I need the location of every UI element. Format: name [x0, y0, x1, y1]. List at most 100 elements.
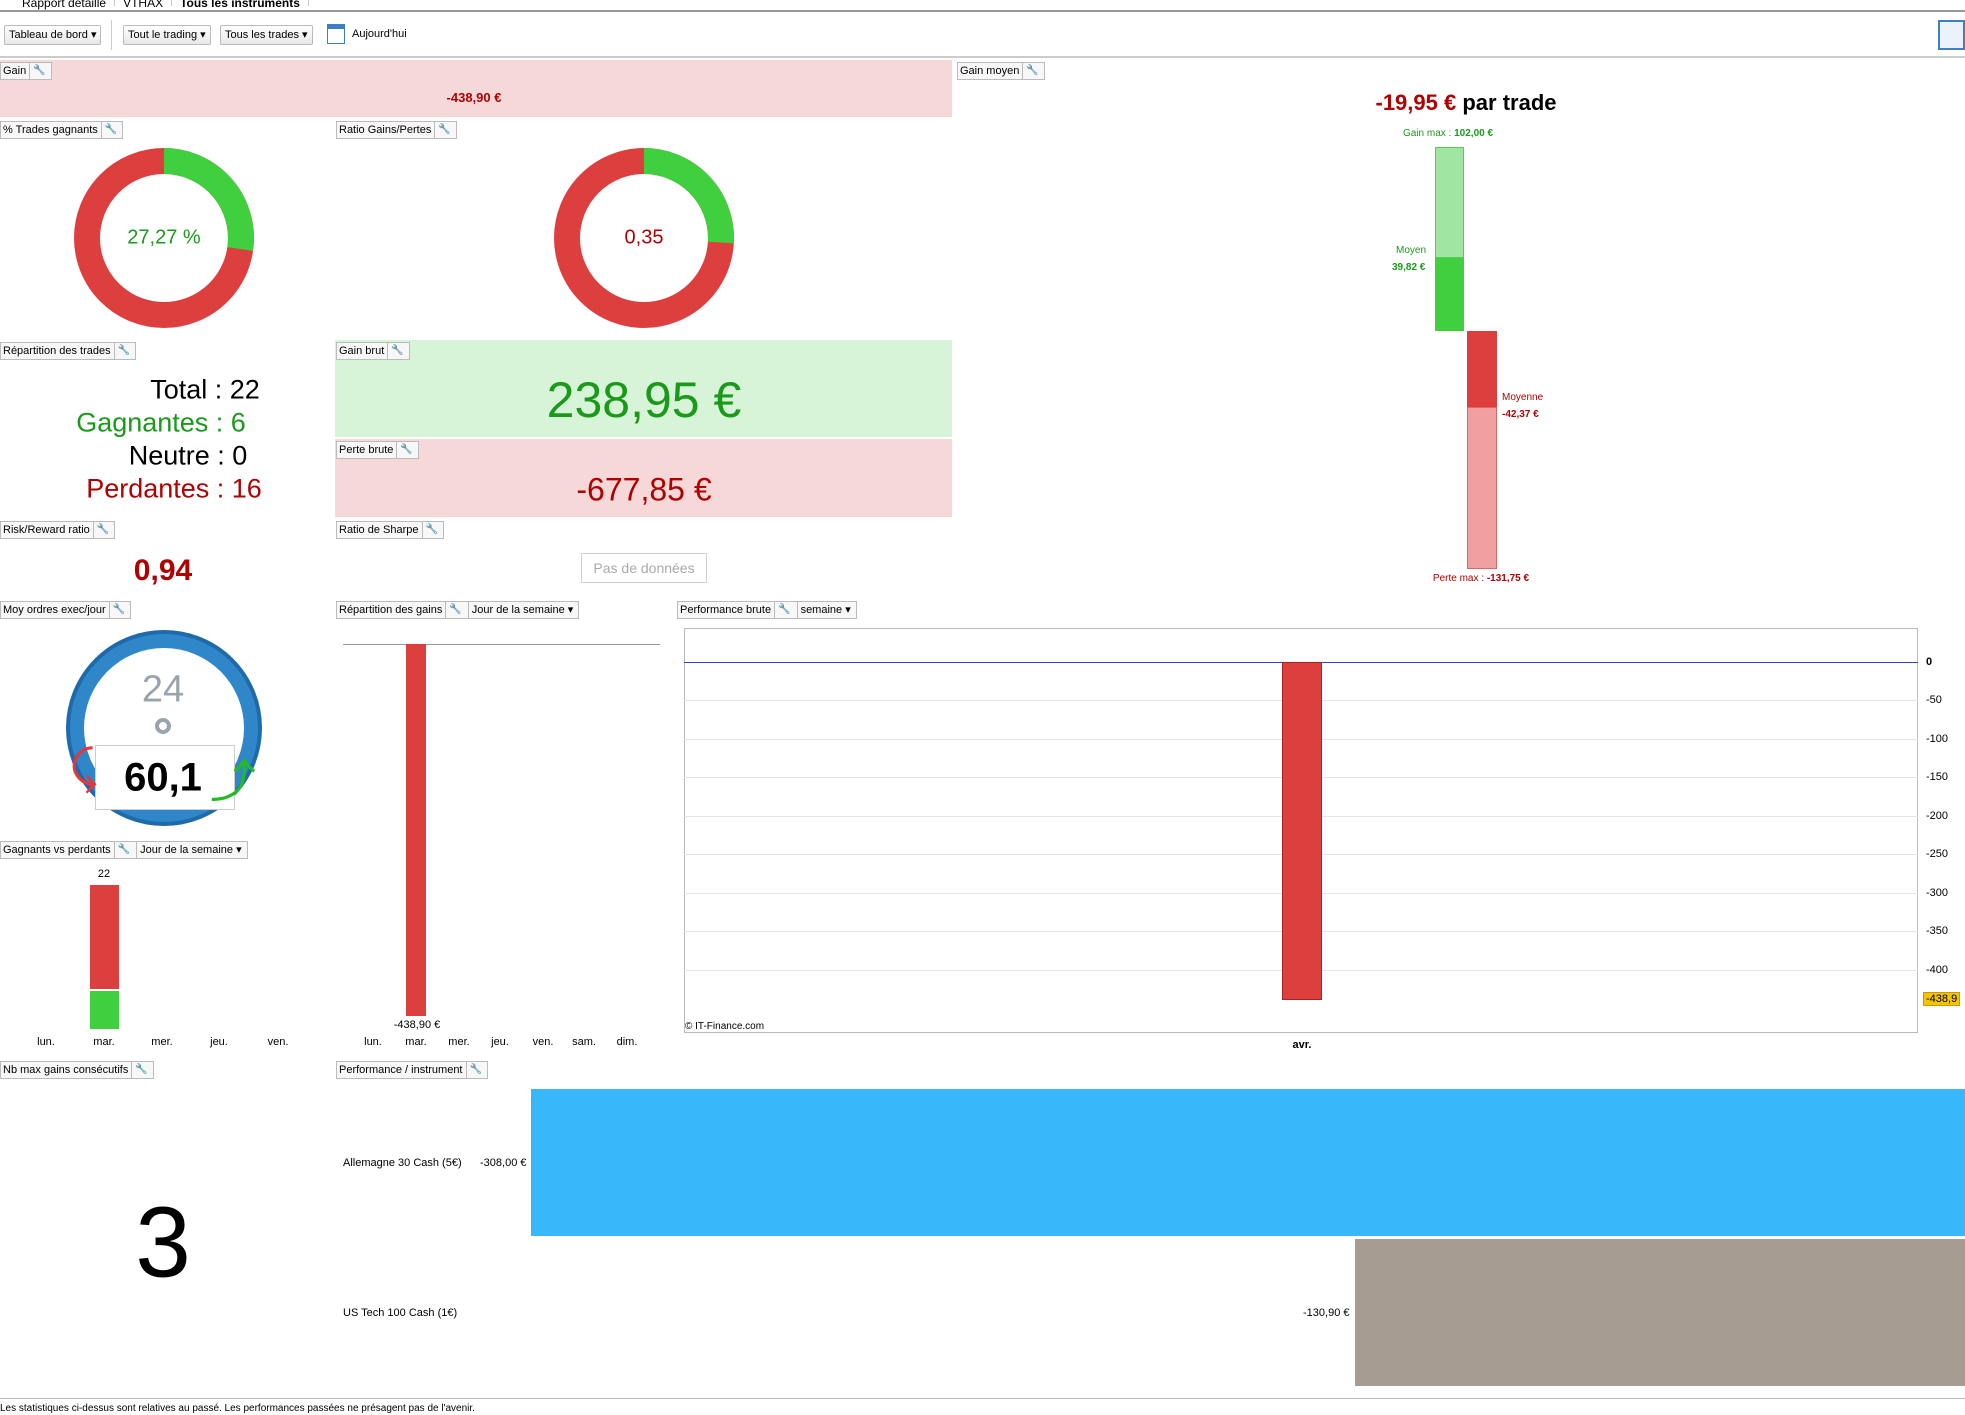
wrench-icon[interactable]: 🔧	[465, 1062, 485, 1078]
gain-value: -438,90 €	[446, 90, 502, 105]
day-label: jeu.	[210, 1036, 228, 1048]
moyenne-value: -42,37 €	[1502, 409, 1539, 420]
period-dropdown[interactable]: Jour de la semaine	[136, 842, 245, 858]
risk-reward-label[interactable]: Risk/Reward ratio 🔧	[0, 521, 116, 539]
moy-ordres-label[interactable]: Moy ordres exec/jour 🔧	[0, 601, 132, 619]
wrench-icon[interactable]: 🔧	[1022, 63, 1041, 79]
gauge-center	[155, 718, 171, 734]
nb-max-label[interactable]: Nb max gains consécutifs 🔧	[0, 1061, 154, 1079]
day-label: lun.	[37, 1036, 55, 1048]
perte-brute-label[interactable]: Perte brute 🔧	[336, 441, 419, 459]
ratio-gp-donut	[554, 148, 734, 328]
day-label: jeu.	[491, 1036, 509, 1048]
bar-winners	[90, 991, 119, 1029]
donut-win	[74, 148, 254, 328]
wrench-icon[interactable]: 🔧	[113, 343, 133, 359]
tab-instruments[interactable]: Tous les instruments	[172, 0, 309, 9]
day-label: mer.	[151, 1036, 173, 1048]
perte-brute-panel	[335, 439, 952, 517]
trades-gagnants-value: 27,27 %	[127, 226, 201, 249]
moyen-value: 39,82 €	[1392, 262, 1426, 273]
instrument-value: -130,90 €	[1303, 1307, 1350, 1319]
y-tick: -300	[1926, 886, 1949, 899]
instrument-bar	[531, 1089, 1965, 1236]
sharpe-label[interactable]: Ratio de Sharpe 🔧	[336, 521, 444, 539]
wrench-icon[interactable]: 🔧	[108, 602, 128, 618]
down-arrow-icon: ⤹	[70, 741, 98, 793]
calendar-icon[interactable]	[327, 24, 345, 44]
gain-brut-label[interactable]: Gain brut 🔧	[336, 342, 410, 360]
y-tick: -50	[1926, 694, 1942, 707]
period-dropdown[interactable]: semaine	[796, 602, 854, 618]
wrench-icon[interactable]: 🔧	[434, 122, 453, 138]
wrench-icon[interactable]: 🔧	[92, 522, 112, 538]
gain-max-label: Gain max : 102,00 €	[1402, 128, 1494, 139]
wrench-icon[interactable]: 🔧	[131, 1062, 150, 1078]
gain-label[interactable]: Gain 🔧	[0, 62, 52, 80]
dashboard-settings-icon[interactable]	[1938, 20, 1965, 50]
day-label: lun.	[364, 1036, 382, 1048]
ratio-gp-label[interactable]: Ratio Gains/Pertes 🔧	[336, 121, 457, 139]
gain-avg-bar	[1435, 258, 1464, 331]
gain-brut-value: 238,95 €	[546, 372, 742, 428]
period-dropdown[interactable]: Jour de la semaine	[467, 602, 577, 618]
risk-reward-value: 0,94	[133, 554, 193, 587]
repartition-label[interactable]: Répartition des trades 🔧	[0, 342, 137, 360]
instrument-bar	[1355, 1239, 1965, 1386]
chart-baseline	[343, 644, 660, 645]
day-label: mar.	[405, 1036, 427, 1048]
wrench-icon[interactable]: 🔧	[445, 602, 464, 618]
total-label: 22	[97, 868, 111, 880]
wrench-icon[interactable]: 🔧	[421, 522, 441, 538]
gain-brut-panel	[335, 340, 952, 437]
last-value-tag: -438,9	[1923, 992, 1961, 1006]
gain-moyen-label[interactable]: Gain moyen 🔧	[957, 62, 1045, 80]
perte-brute-value: -677,85 €	[576, 471, 712, 508]
y-tick: -250	[1926, 848, 1949, 861]
trading-dropdown[interactable]: Tout le trading	[123, 25, 211, 45]
repartition-gains-label[interactable]: Répartition des gains 🔧 Jour de la semaine	[336, 601, 580, 619]
perte-max-label: Perte max : -131,75 €	[1432, 573, 1530, 584]
wrench-icon[interactable]: 🔧	[387, 343, 406, 359]
day-label: dim.	[616, 1036, 638, 1048]
performance-brute-label[interactable]: Performance brute 🔧 semaine	[677, 601, 857, 619]
donut-win	[554, 148, 734, 328]
toolbar: Tableau de bord Tout le trading Tous les…	[0, 12, 1965, 58]
performance-instrument-label[interactable]: Performance / instrument 🔧	[336, 1061, 488, 1079]
day-label: ven.	[267, 1036, 289, 1048]
date-label[interactable]: Aujourd'hui	[352, 28, 407, 40]
gain-panel	[0, 60, 952, 117]
y-tick: -200	[1926, 809, 1949, 822]
wrench-icon[interactable]: 🔧	[774, 602, 793, 618]
instrument-name: US Tech 100 Cash (1€)	[343, 1307, 458, 1319]
trades-gagnants-label[interactable]: % Trades gagnants 🔧	[0, 121, 124, 139]
trades-gagnants-donut	[74, 148, 254, 328]
gagnants-perdants-label[interactable]: Gagnants vs perdants 🔧 Jour de la semaine	[0, 841, 248, 859]
losing-trades: Perdantes : 16	[86, 473, 262, 504]
bar-losers	[90, 885, 119, 990]
wrench-icon[interactable]: 🔧	[100, 122, 120, 138]
dashboard-dropdown[interactable]: Tableau de bord	[4, 25, 102, 45]
wrench-icon[interactable]: 🔧	[113, 842, 133, 858]
y-tick: -100	[1926, 732, 1949, 745]
y-tick: -150	[1926, 771, 1949, 784]
winning-trades: Gagnantes : 6	[76, 407, 246, 438]
tab-rapport[interactable]: Rapport détaillé	[0, 0, 116, 9]
moyenne-label: Moyenne	[1502, 392, 1544, 403]
gauge-dial-label: 24	[141, 668, 185, 711]
footer-divider	[0, 1398, 1965, 1399]
total-trades: Total : 22	[150, 374, 260, 405]
credit: © IT-Finance.com	[685, 1021, 765, 1032]
instrument-name: Allemagne 30 Cash (5€)	[343, 1157, 462, 1169]
wrench-icon[interactable]: 🔧	[29, 63, 48, 79]
instrument-value: -308,00 €	[480, 1157, 527, 1169]
trades-dropdown[interactable]: Tous les trades	[220, 25, 313, 45]
loss-max-bar	[1467, 407, 1497, 569]
neutral-trades: Neutre : 0	[128, 440, 248, 471]
day-label: mar.	[93, 1036, 115, 1048]
day-label: ven.	[532, 1036, 554, 1048]
bar	[1282, 662, 1322, 1000]
gain-moyen-value: -19,95 € par trade	[1375, 90, 1557, 115]
tab-account[interactable]: VTHAX	[115, 0, 173, 9]
wrench-icon[interactable]: 🔧	[396, 442, 415, 458]
